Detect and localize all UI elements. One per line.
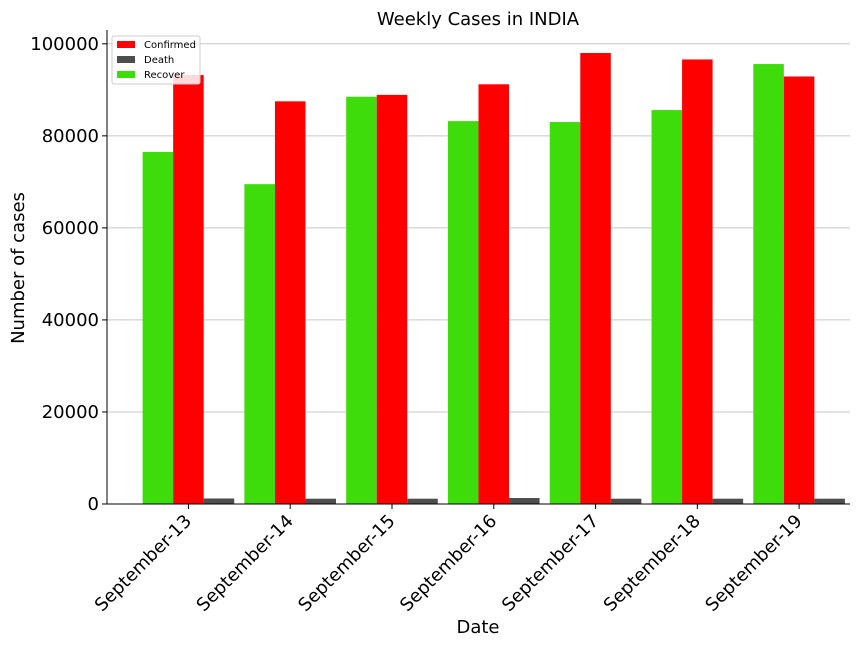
- x-tick-label: September-19: [701, 511, 806, 616]
- bar-death-september-19: [814, 498, 845, 504]
- x-tick-label: September-13: [91, 511, 196, 616]
- x-tick-label: September-17: [498, 511, 603, 616]
- bar-death-september-15: [407, 498, 438, 504]
- y-tick-label: 40000: [42, 310, 99, 331]
- bar-confirmed-september-19: [783, 76, 815, 504]
- legend-swatch-confirmed: [117, 41, 135, 48]
- chart-title: Weekly Cases in INDIA: [377, 9, 580, 30]
- bar-recover-september-15: [346, 96, 377, 505]
- y-tick-label: 100000: [30, 34, 99, 55]
- axes: [106, 30, 850, 505]
- legend: Confirmed Death Recover: [111, 35, 201, 85]
- bar-confirmed-september-17: [580, 53, 611, 505]
- bar-confirmed-september-16: [478, 84, 510, 504]
- bar-recover-september-17: [549, 122, 581, 505]
- x-tick-label: September-16: [396, 511, 501, 616]
- bar-death-september-13: [203, 498, 235, 504]
- legend-swatch-recover: [117, 71, 135, 78]
- bar-recover-september-16: [447, 121, 479, 505]
- bar-confirmed-september-13: [173, 75, 204, 504]
- y-tick-label: 0: [88, 494, 99, 515]
- bar-confirmed-september-18: [682, 59, 713, 505]
- bar-death-september-14: [305, 498, 337, 504]
- bar-death-september-17: [610, 498, 642, 504]
- bars: [142, 53, 845, 505]
- legend-label-confirmed: Confirmed: [144, 40, 196, 51]
- y-axis-title: Number of cases: [8, 192, 29, 344]
- bar-recover-september-13: [142, 151, 174, 504]
- bar-recover-september-14: [244, 184, 275, 505]
- x-ticks: September-13September-14September-15Sept…: [91, 504, 807, 616]
- bar-confirmed-september-14: [274, 101, 306, 505]
- y-tick-label: 60000: [42, 218, 99, 239]
- x-tick-label: September-18: [600, 511, 705, 616]
- bar-recover-september-18: [651, 110, 683, 504]
- legend-label-death: Death: [144, 55, 174, 66]
- x-tick-label: September-15: [294, 511, 399, 616]
- legend-swatch-death: [117, 56, 135, 63]
- bar-confirmed-september-15: [376, 94, 408, 504]
- y-ticks: 0 20000 40000 60000 80000 100000: [30, 34, 107, 515]
- x-tick-label: September-14: [193, 511, 298, 616]
- bar-recover-september-19: [753, 64, 784, 504]
- y-tick-label: 80000: [42, 126, 99, 147]
- bar-death-september-16: [509, 498, 540, 504]
- y-tick-label: 20000: [42, 402, 99, 423]
- x-axis-title: Date: [456, 617, 499, 638]
- bar-death-september-18: [712, 498, 744, 504]
- legend-label-recover: Recover: [144, 70, 185, 81]
